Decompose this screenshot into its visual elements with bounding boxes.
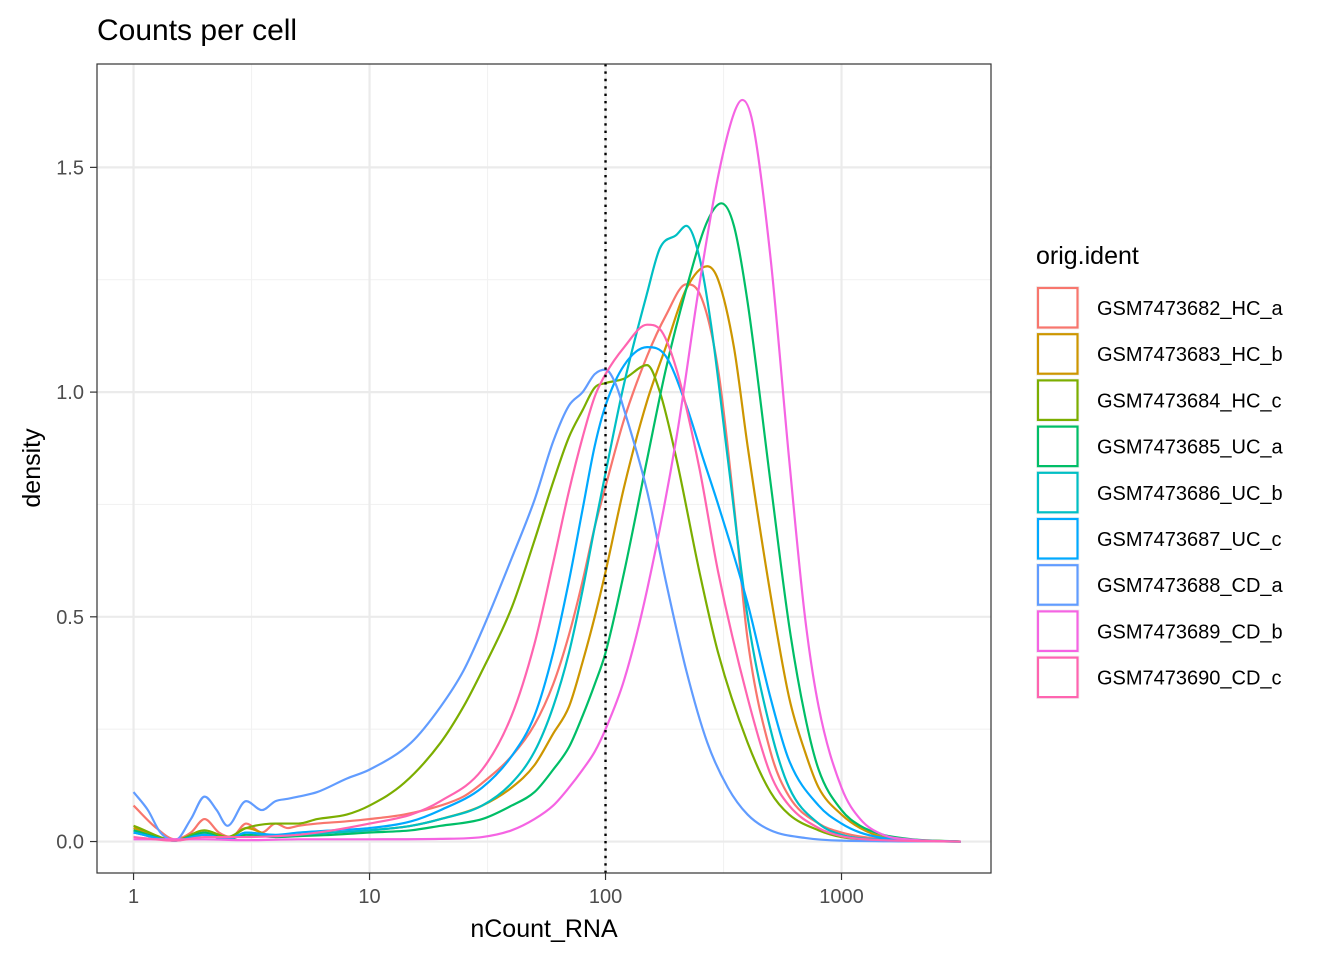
legend-item: GSM7473683_HC_b — [1036, 332, 1283, 376]
density-curve-GSM7473689_CD_b — [133, 98, 961, 843]
x-tick-label: 1 — [128, 886, 139, 908]
density-curve-GSM7473685_UC_a — [133, 202, 961, 843]
legend-key — [1036, 286, 1079, 329]
density-curve-GSM7473690_CD_c — [133, 323, 961, 843]
legend-label: GSM7473687_UC_c — [1097, 529, 1282, 551]
y-axis-title: density — [18, 428, 46, 508]
legend-item: GSM7473688_CD_a — [1036, 563, 1284, 607]
legend-key — [1036, 471, 1079, 514]
legend-label: GSM7473689_CD_b — [1097, 621, 1283, 643]
legend-item: GSM7473687_UC_c — [1036, 517, 1282, 561]
legend-item: GSM7473685_UC_a — [1036, 424, 1284, 469]
legend-item: GSM7473684_HC_c — [1036, 378, 1282, 422]
density-curve-GSM7473688_CD_a — [132, 368, 961, 843]
legend-key — [1036, 564, 1079, 606]
legend-item: GSM7473689_CD_b — [1036, 609, 1283, 653]
legend-label: GSM7473685_UC_a — [1097, 437, 1284, 459]
legend-key — [1036, 379, 1079, 421]
legend-label: GSM7473686_UC_b — [1097, 483, 1283, 505]
legend-label: GSM7473690_CD_c — [1097, 668, 1282, 690]
plot-border — [96, 63, 992, 874]
legend-title: orig.ident — [1036, 242, 1139, 270]
y-tick-label: 1.0 — [56, 382, 84, 404]
legend: orig.ident GSM7473682_HC_a GSM7473683_HC_… — [1036, 242, 1284, 700]
density-curve-GSM7473687_UC_c — [133, 346, 961, 843]
legend-key — [1036, 656, 1079, 699]
legend-key — [1036, 610, 1079, 653]
legend-item: GSM7473690_CD_c — [1036, 655, 1282, 700]
density-curve-GSM7473684_HC_c — [133, 364, 961, 843]
x-tick-label: 1000 — [819, 886, 864, 908]
legend-item: GSM7473682_HC_a — [1036, 286, 1284, 330]
legend-label: GSM7473688_CD_a — [1097, 575, 1284, 597]
legend-key — [1036, 425, 1079, 468]
y-tick-label: 1.5 — [56, 157, 84, 179]
legend-key — [1036, 333, 1079, 375]
legend-key — [1036, 517, 1079, 560]
x-axis-title: nCount_RNA — [470, 915, 618, 943]
legend-label: GSM7473683_HC_b — [1097, 344, 1283, 366]
legend-item: GSM7473686_UC_b — [1036, 470, 1283, 515]
x-tick-label: 10 — [358, 886, 380, 908]
plot-panel: 1 10 100 1000 0.0 0.5 1.0 1.5 — [56, 63, 992, 908]
density-curve-GSM7473682_HC_a — [132, 283, 961, 843]
legend-label: GSM7473682_HC_a — [1097, 298, 1284, 320]
chart-title: Counts per cell — [97, 14, 297, 47]
y-tick-label: 0.5 — [56, 607, 84, 629]
x-tick-label: 100 — [589, 886, 622, 908]
legend-label: GSM7473684_HC_c — [1097, 390, 1282, 412]
y-tick-label: 0.0 — [56, 832, 84, 854]
density-curves — [132, 98, 961, 843]
